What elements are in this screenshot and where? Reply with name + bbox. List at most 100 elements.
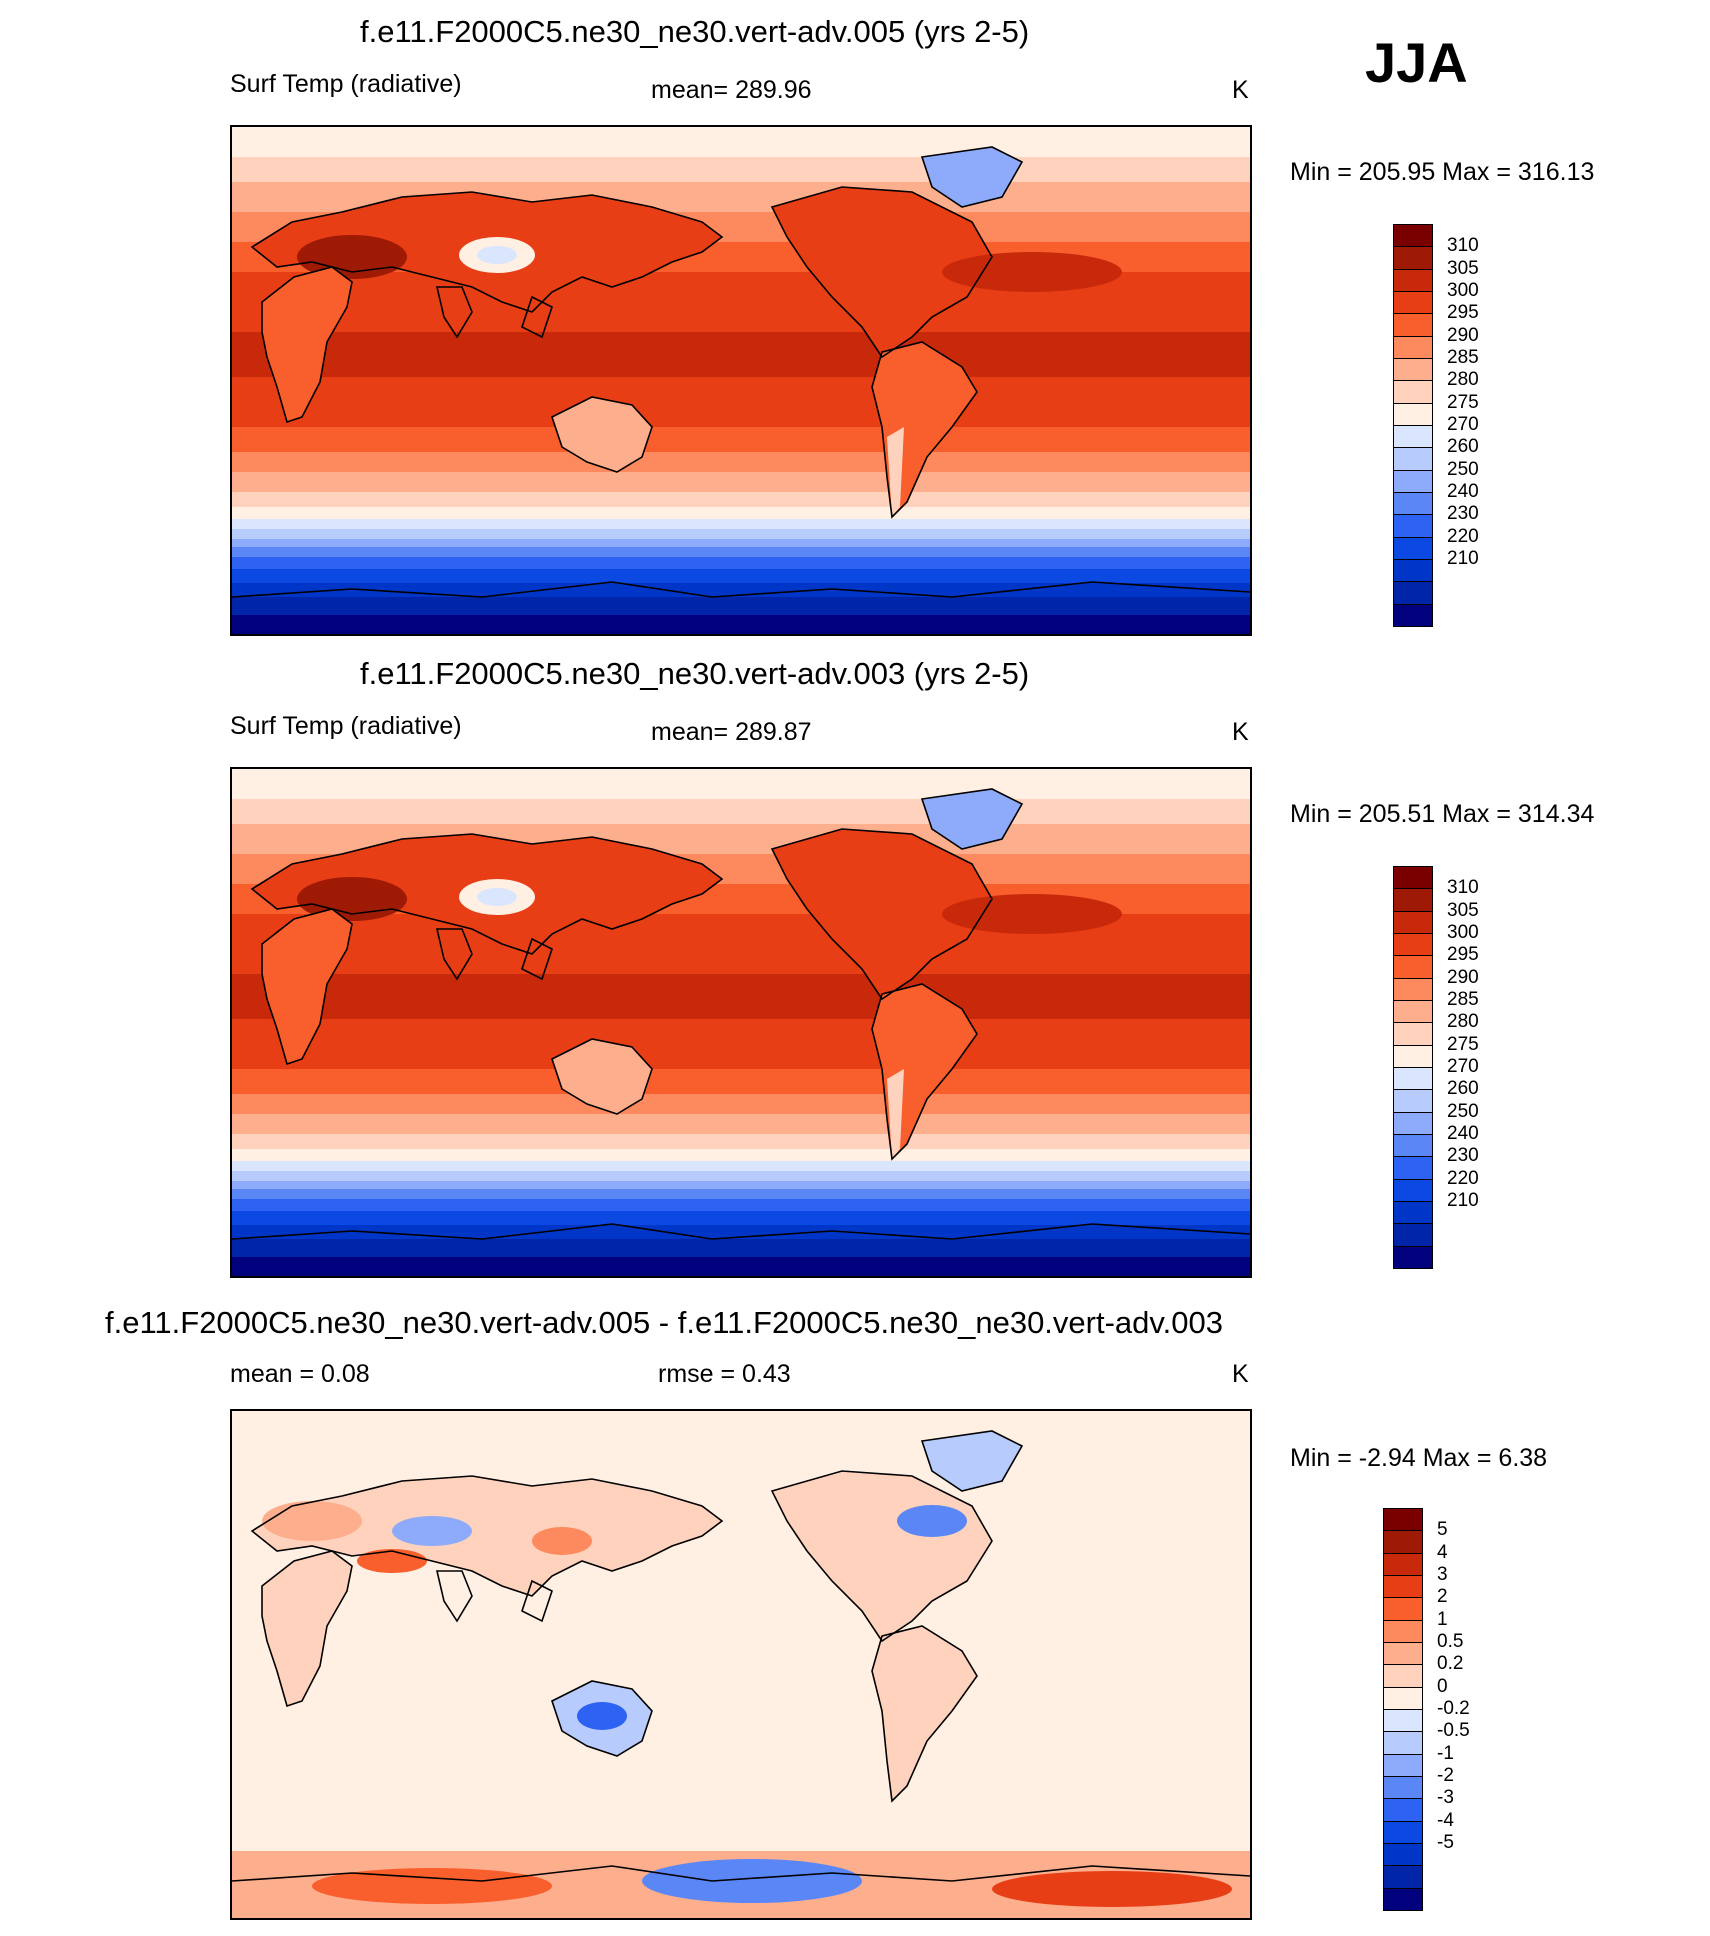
panel1-colorbar-swatch — [1393, 246, 1433, 270]
panel3-coastline-samerica — [871, 1625, 978, 1803]
panel2-lat-band — [232, 1019, 1250, 1069]
panel3-colorbar-swatch — [1383, 1530, 1423, 1554]
panel3-colorbar-label: 0.5 — [1437, 1631, 1464, 1652]
panel1-colorbar-swatch — [1393, 447, 1433, 471]
panel1-lat-band — [232, 529, 1250, 539]
panel1-lat-band — [232, 507, 1250, 519]
panel1-colorbar-swatch — [1393, 514, 1433, 538]
panel1-tibet-core — [477, 246, 517, 264]
panel2-lat-band — [232, 799, 1250, 824]
panel2-colorbar-label: 290 — [1447, 966, 1479, 988]
panel2-colorbar-swatch — [1393, 1245, 1433, 1269]
panel1-lat-band — [232, 519, 1250, 529]
panel2-colorbar-swatch — [1393, 866, 1433, 890]
panel2-colorbar-swatch — [1393, 888, 1433, 912]
panel3-australia-cool — [577, 1702, 627, 1730]
panel1-andes-cool — [887, 427, 904, 517]
panel1-colorbar-swatch — [1393, 425, 1433, 449]
panel1-lat-band — [232, 427, 1250, 452]
panel2-lat-band — [232, 1171, 1250, 1181]
panel3-title: f.e11.F2000C5.ne30_ne30.vert-adv.005 - f… — [105, 1305, 1223, 1340]
panel1-colorbar-swatch — [1393, 402, 1433, 426]
panel1-colorbar-swatch — [1393, 603, 1433, 627]
panel2-coastline-antarctica — [232, 1223, 1250, 1240]
panel3-coastline-eurasia — [250, 1475, 724, 1597]
panel1-coastline-samerica — [871, 341, 978, 519]
panel1-colorbar-swatch — [1393, 536, 1433, 560]
panel3-coastline-seasia — [521, 1579, 553, 1623]
panel3-colorbar-label: 5 — [1437, 1519, 1448, 1541]
panel3-europe-warm — [262, 1501, 362, 1541]
panel1-lat-band — [232, 583, 1250, 597]
panel1-colorbar-swatch — [1393, 469, 1433, 493]
panel3-colorbar-label: 4 — [1437, 1541, 1448, 1563]
panel3-colorbar-swatch — [1383, 1820, 1423, 1844]
panel1-colorbar-swatch — [1393, 313, 1433, 337]
panel1-namerica-fill — [772, 187, 992, 357]
panel3-colorbar-label: -5 — [1437, 1832, 1454, 1853]
panel1-colorbar-label: 275 — [1447, 391, 1479, 413]
panel3-colorbar-swatch — [1383, 1552, 1423, 1576]
panel2-coastline-samerica — [871, 983, 978, 1161]
panel1-atlantic-warm — [942, 252, 1122, 292]
panel1-lat-band — [232, 539, 1250, 547]
panel3-colorbar-label: 3 — [1437, 1564, 1448, 1585]
panel1-lat-band — [232, 452, 1250, 472]
panel2-colorbar-label: 285 — [1447, 989, 1479, 1010]
panel1-title: f.e11.F2000C5.ne30_ne30.vert-adv.005 (yr… — [360, 14, 1030, 49]
panel2-colorbar-label: 310 — [1447, 877, 1479, 899]
panel2-colorbar-swatch — [1393, 1111, 1433, 1135]
panel2-colorbar-swatch — [1393, 1178, 1433, 1202]
panel1-colorbar-swatch — [1393, 224, 1433, 248]
panel2-colorbar-swatch — [1393, 1089, 1433, 1113]
panel1-colorbar-label: 230 — [1447, 503, 1479, 525]
panel2-map — [230, 767, 1252, 1278]
panel3-minmax-label: Min = -2.94 Max = 6.38 — [1290, 1444, 1548, 1472]
panel3-colorbar-swatch — [1383, 1753, 1423, 1777]
panel2-greenland-fill — [922, 789, 1022, 849]
panel1-colorbar-swatch — [1393, 358, 1433, 382]
panel1-colorbar-swatch — [1393, 268, 1433, 292]
panel2-lat-band — [232, 1199, 1250, 1211]
panel2-colorbar-swatch — [1393, 1201, 1433, 1225]
panel1-colorbar-label: 210 — [1447, 548, 1479, 569]
panel1-map-svg — [232, 127, 1250, 634]
panel1-australia-fill — [552, 397, 652, 472]
panel2-colorbar-label: 280 — [1447, 1011, 1479, 1033]
panel2-australia-fill — [552, 1039, 652, 1114]
panel1-lat-band — [232, 557, 1250, 569]
panel2-namerica-fill — [772, 829, 992, 999]
panel2-colorbar-label: 240 — [1447, 1123, 1479, 1144]
panel1-lat-band — [232, 127, 1250, 157]
season-label: JJA — [1365, 31, 1468, 94]
panel1-colorbar-swatch — [1393, 335, 1433, 359]
panel1-coastline-greenland — [920, 146, 1024, 208]
panel3-colorbar-swatch — [1383, 1776, 1423, 1800]
panel3-mean-label: mean = 0.08 — [230, 1360, 370, 1388]
panel3-asia-warm — [532, 1527, 592, 1555]
panel1-lat-band — [232, 377, 1250, 427]
panel2-lat-band — [232, 1257, 1250, 1276]
panel1-map — [230, 125, 1252, 636]
panel1-colorbar-swatch — [1393, 559, 1433, 583]
panel2-coastline-australia — [551, 1038, 653, 1115]
panel2-colorbar-label: 300 — [1447, 922, 1479, 943]
panel2-lat-band — [232, 1211, 1250, 1225]
panel1-lat-band — [232, 157, 1250, 182]
panel2-colorbar-label: 230 — [1447, 1145, 1479, 1167]
panel2-colorbar-label: 270 — [1447, 1056, 1479, 1077]
panel1-colorbar-label: 285 — [1447, 347, 1479, 368]
panel1-coastline-australia — [551, 396, 653, 473]
panel1-lat-band — [232, 492, 1250, 507]
panel1-coastline-namerica — [770, 186, 993, 359]
panel2-colorbar-label: 220 — [1447, 1167, 1479, 1189]
panel2-colorbar-label: 210 — [1447, 1190, 1479, 1211]
panel3-colorbar-label: 0 — [1437, 1675, 1448, 1697]
panel3-colorbar-label: -4 — [1437, 1809, 1454, 1831]
panel3-colorbar-label: 2 — [1437, 1586, 1448, 1608]
panel2-units-label: K — [1232, 718, 1249, 746]
panel3-colorbar-swatch — [1383, 1664, 1423, 1688]
panel2-colorbar-swatch — [1393, 955, 1433, 979]
panel2-lat-band — [232, 1114, 1250, 1134]
panel3-colorbar-swatch — [1383, 1575, 1423, 1599]
